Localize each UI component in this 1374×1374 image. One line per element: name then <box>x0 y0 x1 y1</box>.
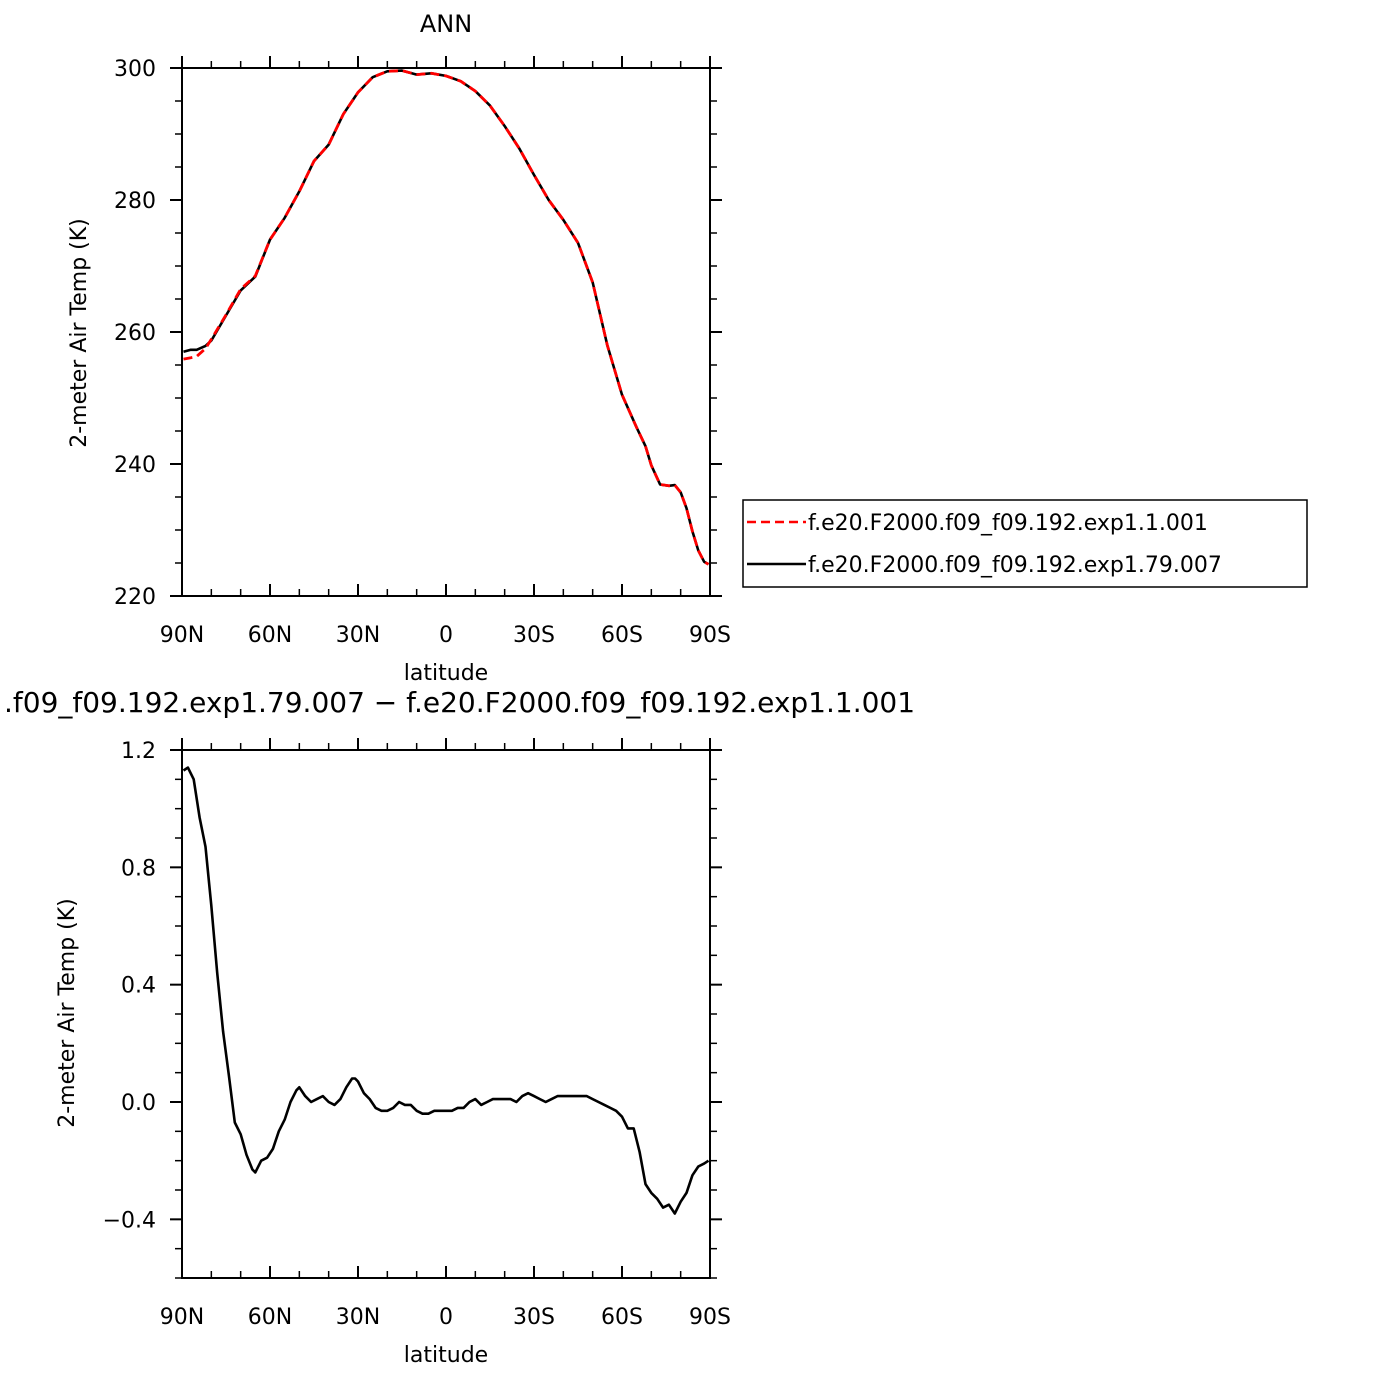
x-tick-label: 90S <box>689 623 731 648</box>
x-axis-label: latitude <box>404 661 488 686</box>
x-tick-label: 0 <box>439 623 453 648</box>
plot-frame <box>181 749 711 1279</box>
difference-panel: .f09_f09.192.exp1.79.007 − f.e20.F2000.f… <box>4 686 915 1368</box>
y-tick-label: 300 <box>114 57 156 82</box>
y-tick-label: 220 <box>114 585 156 610</box>
chart-title: .f09_f09.192.exp1.79.007 − f.e20.F2000.f… <box>4 686 915 719</box>
x-tick-label: 30S <box>513 623 555 648</box>
x-tick-label: 0 <box>439 1305 453 1330</box>
y-tick-label: 0.8 <box>121 856 156 881</box>
series-line-0 <box>183 69 710 566</box>
x-tick-label: 30S <box>513 1305 555 1330</box>
y-tick-label: −0.4 <box>103 1208 156 1233</box>
tick-layer: 90N 60N 30N 0 30S 60S 90S 220 240 260 280 300 <box>114 56 731 648</box>
x-tick-label: 60N <box>248 623 292 648</box>
x-tick-label: 90N <box>160 623 204 648</box>
temperature-panel: ANN 2-meter Air Temp (K) latitude 90N 60N… <box>67 10 731 686</box>
y-tick-label: 280 <box>114 189 156 214</box>
x-tick-label: 90N <box>160 1305 204 1330</box>
y-tick-label: 1.2 <box>121 739 156 764</box>
chart-title: ANN <box>420 10 472 38</box>
series-layer <box>183 69 710 566</box>
y-axis-label: 2-meter Air Temp (K) <box>55 898 80 1128</box>
series-line-0 <box>182 766 710 1215</box>
x-tick-label: 60S <box>601 1305 643 1330</box>
x-tick-label: 90S <box>689 1305 731 1330</box>
y-tick-label: 260 <box>114 321 156 346</box>
y-tick-label: 240 <box>114 453 156 478</box>
x-tick-label: 60N <box>248 1305 292 1330</box>
legend-label-0: f.e20.F2000.f09_f09.192.exp1.1.001 <box>808 511 1208 536</box>
series-line-1 <box>183 69 710 566</box>
legend: f.e20.F2000.f09_f09.192.exp1.1.001 f.e20… <box>742 499 1308 588</box>
y-tick-label: 0.4 <box>121 974 156 999</box>
x-tick-label: 30N <box>336 623 380 648</box>
y-axis-label: 2-meter Air Temp (K) <box>67 218 92 448</box>
tick-layer: 90N 60N 30N 0 30S 60S 90S −0.4 0.0 0.4 0.8 1.2 <box>103 738 731 1330</box>
x-tick-label: 60S <box>601 623 643 648</box>
legend-label-1: f.e20.F2000.f09_f09.192.exp1.79.007 <box>808 553 1222 578</box>
x-axis-label: latitude <box>404 1343 488 1368</box>
y-tick-label: 0.0 <box>121 1091 156 1116</box>
plot-frame <box>181 67 711 597</box>
series-layer <box>182 766 710 1215</box>
legend-box <box>742 499 1308 588</box>
x-tick-label: 30N <box>336 1305 380 1330</box>
